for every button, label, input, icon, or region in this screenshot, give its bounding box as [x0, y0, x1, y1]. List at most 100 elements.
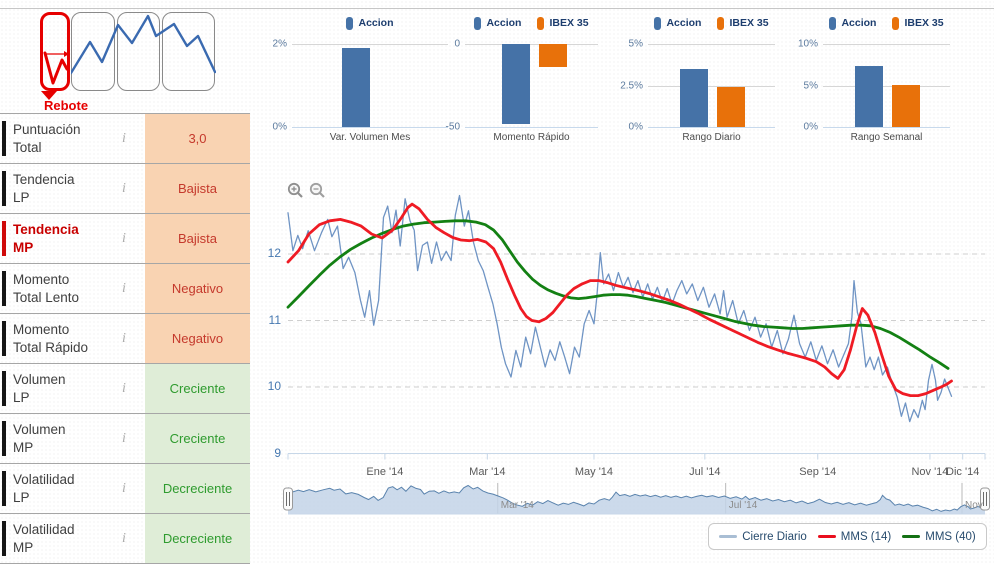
row-label-line1: Momento — [13, 271, 70, 287]
row-value: Negativo — [145, 314, 250, 363]
row-label-line1: Tendencia — [13, 171, 75, 187]
navigator-line — [287, 484, 986, 512]
row-label-line1: Volatilidad — [13, 521, 75, 537]
y-axis-label: 9 — [274, 445, 281, 460]
row-label-line2: MP — [13, 439, 34, 455]
mini-chart-rango-semanal: Accion IBEX 35 10% 5% 0% Rango Semanal — [780, 8, 960, 148]
info-icon[interactable]: i — [122, 180, 126, 196]
bar-accion — [502, 44, 530, 124]
navigator-canvas — [283, 483, 990, 515]
row-indicator-bar — [2, 171, 6, 206]
row-label-line1: Momento — [13, 321, 70, 337]
legend-label: MMS (40) — [925, 530, 976, 543]
navigator-handle-left[interactable] — [283, 487, 293, 511]
mini-chart-legend: Accion — [292, 8, 448, 38]
gridline — [292, 127, 448, 128]
legend-item-mms-14-[interactable]: MMS (14) — [817, 531, 891, 543]
row-label: Volumen MP — [13, 414, 113, 463]
info-icon[interactable]: i — [122, 280, 126, 296]
legend-item-ibex-35[interactable]: IBEX 35 — [537, 16, 589, 30]
row-value: Creciente — [145, 364, 250, 413]
mini-chart-plot: 10% 5% 0% — [798, 39, 950, 133]
info-icon[interactable]: i — [122, 230, 126, 246]
legend-item-ibex-35[interactable]: IBEX 35 — [717, 16, 769, 30]
legend-swatch — [817, 535, 836, 538]
y-tick-label: 5% — [803, 80, 818, 91]
row-label-line1: Puntuación — [13, 121, 81, 137]
pattern-card-3[interactable] — [117, 12, 160, 91]
legend-swatch — [346, 16, 354, 30]
bar-accion — [680, 68, 708, 127]
row-label-line2: MP — [13, 239, 34, 255]
score-row-tendencia-lp[interactable]: Tendencia LP i Bajista — [0, 164, 250, 214]
mini-chart-plot: 2% 0% — [273, 39, 448, 133]
legend-label: Cierre Diario — [742, 530, 807, 543]
selected-pattern-label: Rebote — [44, 98, 89, 113]
gridline — [823, 44, 950, 45]
legend-swatch — [717, 16, 725, 30]
score-row-volatilidad-mp[interactable]: Volatilidad MP i Decreciente — [0, 514, 250, 564]
legend-item-accion[interactable]: Accion — [346, 16, 394, 30]
legend-label: IBEX 35 — [549, 17, 589, 29]
navigator-label: Mar '14 — [500, 500, 534, 511]
info-icon[interactable]: i — [122, 530, 126, 546]
row-value: Decreciente — [145, 464, 250, 513]
zoom-in-button[interactable] — [287, 182, 304, 204]
info-icon[interactable]: i — [122, 380, 126, 396]
info-icon[interactable]: i — [122, 130, 126, 146]
legend-label: IBEX 35 — [904, 17, 944, 29]
row-label-line1: Volatilidad — [13, 471, 75, 487]
legend-item-cierre-diario[interactable]: Cierre Diario — [719, 531, 807, 543]
gridline — [648, 127, 775, 128]
score-row-puntuación-total[interactable]: Puntuación Total i 3,0 — [0, 114, 250, 164]
mini-chart-legend: Accion IBEX 35 — [465, 8, 598, 38]
legend-label: Accion — [841, 17, 877, 29]
score-table: Puntuación Total i 3,0 Tendencia LP i Bajista Te… — [0, 113, 250, 564]
series-line-mms-(14) — [286, 202, 953, 398]
pattern-card-4[interactable] — [162, 12, 215, 91]
legend-label: IBEX 35 — [729, 17, 769, 29]
row-label-line2: Total — [13, 139, 42, 155]
score-row-momento-total-lento[interactable]: Momento Total Lento i Negativo — [0, 264, 250, 314]
row-indicator-bar — [2, 121, 6, 156]
mini-chart-title: Var. Volumen Mes — [329, 132, 411, 143]
info-icon[interactable]: i — [122, 480, 126, 496]
legend-item-accion[interactable]: Accion — [474, 16, 521, 30]
row-value: Creciente — [145, 414, 250, 463]
y-tick-label: 0% — [803, 121, 818, 133]
legend-item-accion[interactable]: Accion — [829, 16, 877, 30]
legend-item-mms-40-[interactable]: MMS (40) — [902, 530, 976, 543]
legend-item-ibex-35[interactable]: IBEX 35 — [892, 16, 944, 30]
legend-item-accion[interactable]: Accion — [654, 16, 702, 30]
row-label: Tendencia LP — [13, 164, 113, 213]
score-row-momento-total-rápido[interactable]: Momento Total Rápido i Negativo — [0, 314, 250, 364]
zoom-out-button[interactable] — [309, 182, 326, 204]
x-axis-label: Mar '14 — [469, 466, 506, 478]
pattern-card-rebote[interactable] — [40, 12, 70, 91]
gridline — [648, 44, 775, 45]
score-row-volumen-lp[interactable]: Volumen LP i Creciente — [0, 364, 250, 414]
navigator-handle-right[interactable] — [980, 487, 990, 511]
info-icon[interactable]: i — [122, 330, 126, 346]
row-label: Puntuación Total — [13, 114, 113, 163]
legend-swatch — [654, 16, 662, 30]
price-chart-canvas — [286, 194, 986, 460]
x-axis-label: Ene '14 — [366, 466, 404, 478]
legend-label: Accion — [666, 17, 702, 29]
row-indicator-bar — [2, 521, 6, 556]
navigator[interactable]: Mar '14 Jul '14 Nov — [255, 481, 994, 519]
info-icon[interactable]: i — [122, 430, 126, 446]
score-row-volatilidad-lp[interactable]: Volatilidad LP i Decreciente — [0, 464, 250, 514]
mini-chart-momento-rapido: Accion IBEX 35 0 -50 Momento Rápido — [436, 8, 606, 148]
x-axis-label: Nov '14 — [911, 466, 949, 478]
score-row-volumen-mp[interactable]: Volumen MP i Creciente — [0, 414, 250, 464]
legend-label: Accion — [358, 17, 394, 29]
pattern-card-2[interactable] — [71, 12, 115, 91]
legend-swatch — [537, 16, 545, 30]
main-price-chart[interactable]: 12 11 10 9 Ene '14 Mar '14 May '14 Jul '14 Sep … — [255, 170, 994, 482]
row-indicator-bar — [2, 471, 6, 506]
legend-swatch — [474, 16, 482, 30]
rebote-sparkline-icon — [43, 51, 69, 85]
x-axis-label: May '14 — [574, 466, 614, 478]
score-row-tendencia-mp[interactable]: Tendencia MP i Bajista — [0, 214, 250, 264]
